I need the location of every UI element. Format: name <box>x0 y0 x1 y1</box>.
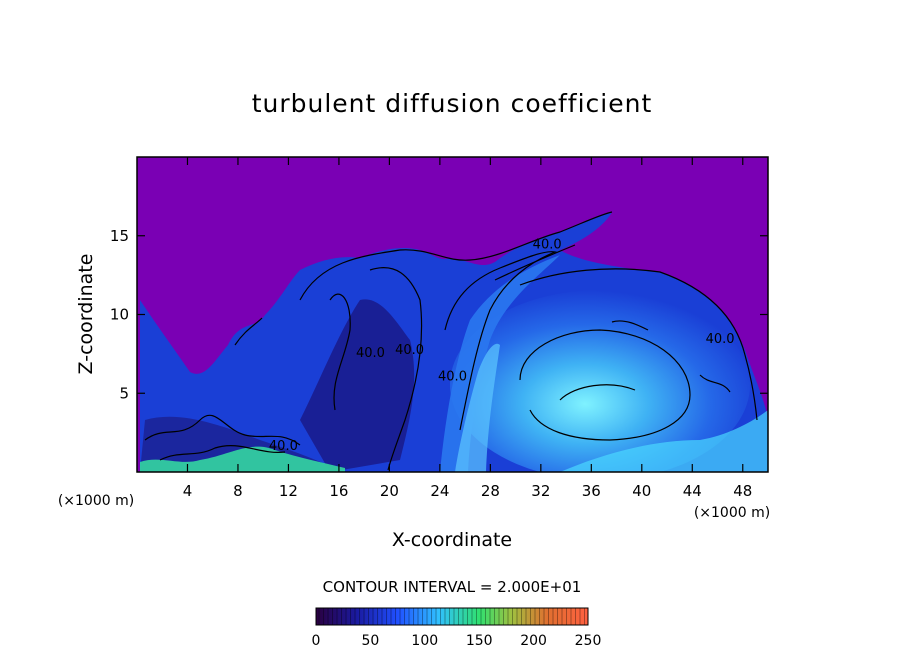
colorbar-ticks: 0 50 100 150 200 250 <box>312 633 602 649</box>
vortex-core <box>450 290 750 472</box>
dark-core-left <box>300 299 415 472</box>
ground-hotspot <box>140 446 345 472</box>
contour-label: 40.0 <box>706 332 735 347</box>
contour-interval: CONTOUR INTERVAL = 2.000E+01 <box>323 578 582 596</box>
colorbar-tick-label: 0 <box>312 633 321 649</box>
colorbar-tick-label: 200 <box>520 633 547 649</box>
y-axis: 5 10 15 <box>110 227 768 402</box>
y-tick-label: 15 <box>110 227 129 245</box>
heatmap-field: 40.0 40.0 40.0 40.0 40.0 40.0 <box>137 157 768 472</box>
colorbar-tick-label: 100 <box>411 633 438 649</box>
contour-label: 40.0 <box>395 343 424 358</box>
x-tick-label: 24 <box>430 482 449 500</box>
x-tick-label: 28 <box>481 482 500 500</box>
colorbar-tick-label: 150 <box>466 633 493 649</box>
y-unit-label: (×1000 m) <box>58 493 134 509</box>
contour-label: 40.0 <box>438 370 467 385</box>
x-axis: 4 8 12 16 20 24 28 32 36 40 44 48 <box>183 157 752 500</box>
y-tick-label: 5 <box>119 384 129 402</box>
y-tick-label: 10 <box>110 306 129 324</box>
x-tick-label: 32 <box>531 482 550 500</box>
contour-label: 40.0 <box>533 237 562 252</box>
x-unit-label: (×1000 m) <box>694 505 770 521</box>
x-tick-label: 20 <box>380 482 399 500</box>
ground-cyan <box>560 410 768 472</box>
x-tick-label: 8 <box>233 482 243 500</box>
colorbar-stripes <box>318 608 585 625</box>
x-tick-label: 16 <box>329 482 348 500</box>
colorbar <box>315 607 589 626</box>
y-axis-label: Z-coordinate <box>75 254 97 375</box>
contour-label: 40.0 <box>356 346 385 361</box>
x-tick-label: 48 <box>733 482 752 500</box>
x-tick-label: 4 <box>183 482 193 500</box>
x-axis-label: X-coordinate <box>392 529 512 551</box>
bright-plume <box>455 343 500 472</box>
colorbar-tick-label: 50 <box>361 633 379 649</box>
x-tick-label: 36 <box>582 482 601 500</box>
x-tick-label: 40 <box>632 482 651 500</box>
contour-label: 40.0 <box>269 439 298 454</box>
contour-label-layer: 40.0 40.0 40.0 40.0 40.0 40.0 <box>269 237 735 454</box>
contour-lines <box>144 211 758 471</box>
x-tick-label: 12 <box>279 482 298 500</box>
colorbar-tick-label: 250 <box>575 633 602 649</box>
x-tick-label: 44 <box>683 482 702 500</box>
chart-title: turbulent diffusion coefficient <box>252 89 653 118</box>
